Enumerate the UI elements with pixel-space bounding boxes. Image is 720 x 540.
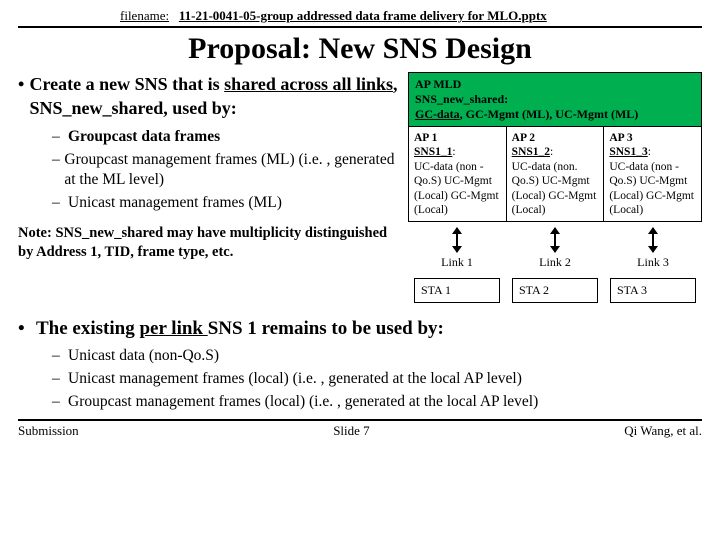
- sub1-item3: Unicast management frames (ML): [68, 193, 282, 214]
- ap2-body: UC-data (non. Qo.S) UC-Mgmt (Local) GC-M…: [512, 160, 599, 218]
- bullet1-underline: shared across all links: [224, 74, 393, 94]
- ap-cell-3: AP 3 SNS1_3: UC-data (non -Qo.S) UC-Mgmt…: [604, 127, 701, 221]
- arrow-icon: [554, 228, 556, 252]
- ap1-sns: SNS1_1: [414, 146, 452, 158]
- links-row: Link 1 Link 2 Link 3: [408, 228, 702, 276]
- sub2-item2: Unicast management frames (local) (i.e. …: [68, 369, 522, 390]
- sta3-box: STA 3: [610, 278, 696, 303]
- link3-label: Link 3: [637, 255, 669, 270]
- mld-l3-u: GC-data: [415, 107, 460, 121]
- sub2-item3: Groupcast management frames (local) (i.e…: [68, 392, 538, 413]
- bullet2-post: SNS 1 remains to be used by:: [208, 318, 444, 339]
- link1-label: Link 1: [441, 255, 473, 270]
- ap2-sns: SNS1_2: [512, 146, 550, 158]
- filename-label: filename:: [120, 8, 169, 23]
- arrow-icon: [652, 228, 654, 252]
- divider-bottom: [18, 419, 702, 421]
- link2-label: Link 2: [539, 255, 571, 270]
- divider-top: [18, 26, 702, 28]
- ap3-body: UC-data (non -Qo.S) UC-Mgmt (Local) GC-M…: [609, 160, 696, 218]
- bullet1-pre: Create a new SNS that is: [30, 74, 225, 94]
- ap3-sns: SNS1_3: [609, 146, 647, 158]
- footer-right: Qi Wang, et al.: [624, 423, 702, 439]
- mld-l3-rest: , GC-Mgmt (ML), UC-Mgmt (ML): [460, 107, 639, 121]
- sub1-item2: Groupcast management frames (ML) (i.e. ,…: [64, 150, 400, 192]
- sta1-box: STA 1: [414, 278, 500, 303]
- bullet-main-2: • The existing per link SNS 1 remains to…: [18, 317, 702, 342]
- bullet2-pre: The existing: [36, 318, 139, 339]
- ap-mld-box: AP MLD SNS_new_shared: GC-data, GC-Mgmt …: [408, 72, 702, 127]
- ap-cell-2: AP 2 SNS1_2: UC-data (non. Qo.S) UC-Mgmt…: [507, 127, 605, 221]
- ap1-body: UC-data (non -Qo.S) UC-Mgmt (Local) GC-M…: [414, 160, 501, 218]
- filename-value: 11-21-0041-05-group addressed data frame…: [179, 8, 547, 23]
- ap3-hd: AP 3: [609, 131, 696, 145]
- ap-cell-1: AP 1 SNS1_1: UC-data (non -Qo.S) UC-Mgmt…: [409, 127, 507, 221]
- sub1-bold: Groupcast data frames: [68, 128, 220, 145]
- sub2-item1: Unicast data (non-Qo.S): [68, 346, 219, 367]
- footer-left: Submission: [18, 423, 79, 439]
- ap-row: AP 1 SNS1_1: UC-data (non -Qo.S) UC-Mgmt…: [408, 127, 702, 222]
- sub-bullets-1: –Groupcast data frames –Groupcast manage…: [18, 127, 400, 215]
- sta-row: STA 1 STA 2 STA 3: [408, 278, 702, 303]
- arrow-icon: [456, 228, 458, 252]
- note-text: Note: SNS_new_shared may have multiplici…: [18, 224, 400, 262]
- ap1-hd: AP 1: [414, 131, 501, 145]
- bullet2-u: per link: [139, 318, 207, 339]
- footer-row: Submission Slide 7 Qi Wang, et al.: [18, 423, 702, 439]
- mld-l1: AP MLD: [415, 77, 695, 92]
- bullet-main-1: • Create a new SNS that is shared across…: [18, 72, 400, 121]
- slide-title: Proposal: New SNS Design: [18, 32, 702, 66]
- ap2-hd: AP 2: [512, 131, 599, 145]
- filename-row: filename: 11-21-0041-05-group addressed …: [18, 8, 702, 24]
- footer-mid: Slide 7: [333, 423, 369, 439]
- mld-l2: SNS_new_shared:: [415, 92, 695, 107]
- sta2-box: STA 2: [512, 278, 598, 303]
- sub-bullets-2: –Unicast data (non-Qo.S) –Unicast manage…: [18, 346, 702, 413]
